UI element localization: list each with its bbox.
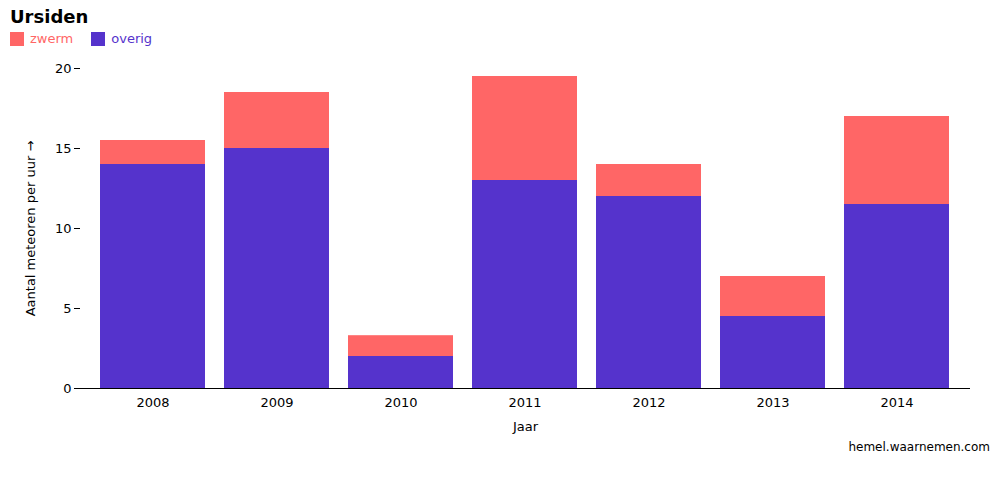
svg-text:0: 0 xyxy=(63,381,71,396)
svg-text:10: 10 xyxy=(55,221,72,236)
html-text:overig: overig xyxy=(111,31,153,46)
html-text:hemel.waarnemen.com: hemel.waarnemen.com xyxy=(848,440,990,454)
svg-text:2008: 2008 xyxy=(136,395,169,410)
svg-text:2011: 2011 xyxy=(508,395,541,410)
svg-text:20: 20 xyxy=(55,61,72,76)
svg-text:2013: 2013 xyxy=(756,395,789,410)
html-text:zwerm: zwerm xyxy=(30,31,74,46)
svg-text:Aantal meteoren per uur →: Aantal meteoren per uur → xyxy=(23,141,38,317)
svg-text:2010: 2010 xyxy=(384,395,417,410)
html-text:Ursiden: Ursiden xyxy=(10,6,89,27)
svg-text:5: 5 xyxy=(63,301,71,316)
svg-text:15: 15 xyxy=(55,141,72,156)
svg-text:Jaar: Jaar xyxy=(512,419,539,434)
svg-text:2009: 2009 xyxy=(260,395,293,410)
svg-text:2014: 2014 xyxy=(880,395,913,410)
svg-text:2012: 2012 xyxy=(632,395,665,410)
